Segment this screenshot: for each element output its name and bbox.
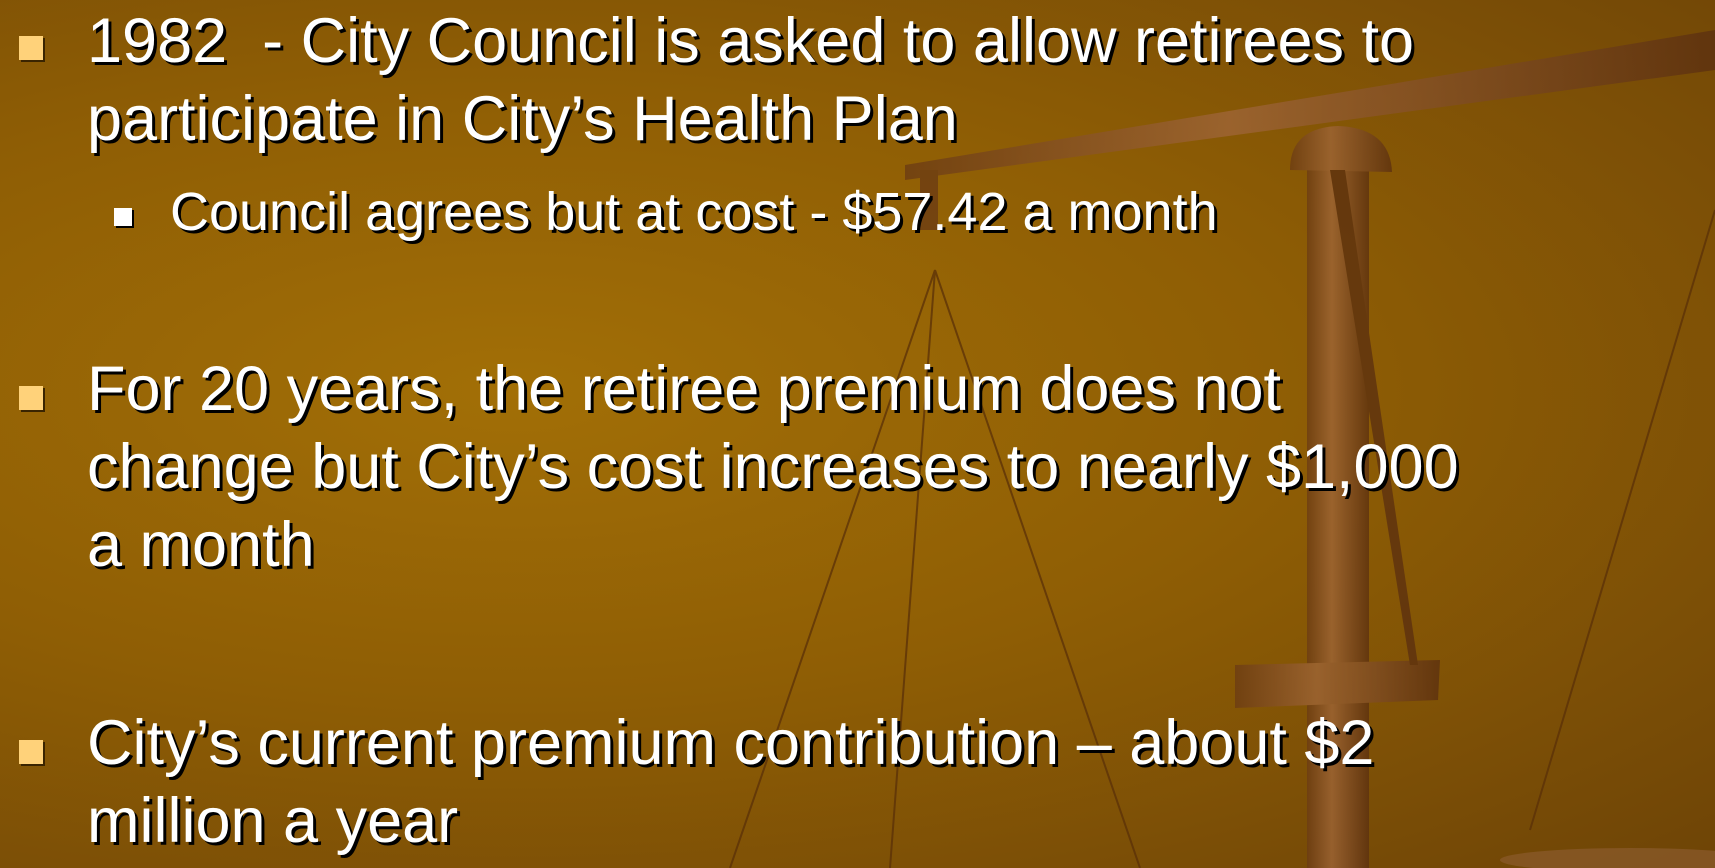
slide: 1982 - City Council is asked to allow re… [0, 0, 1715, 868]
bullet-marker [19, 36, 43, 60]
sub-bullet-marker [114, 208, 132, 226]
bullet-marker [19, 740, 43, 764]
sub-bullet-text: Council agrees but at cost - $57.42 a mo… [170, 185, 1218, 239]
bullet-text: participate in City’s Health Plan [87, 88, 958, 151]
bullet-text: million a year [87, 790, 458, 853]
bullet-text: 1982 - City Council is asked to allow re… [87, 10, 1414, 73]
bullet-text: City’s current premium contribution – ab… [87, 712, 1374, 775]
bullet-text: change but City’s cost increases to near… [87, 436, 1459, 499]
string [1530, 210, 1715, 830]
bullet-marker [19, 386, 43, 410]
base-bar [1235, 660, 1440, 708]
pillar-top [1290, 126, 1392, 172]
bullet-text: a month [87, 514, 315, 577]
bullet-text: For 20 years, the retiree premium does n… [87, 358, 1281, 421]
pan [1500, 848, 1715, 868]
